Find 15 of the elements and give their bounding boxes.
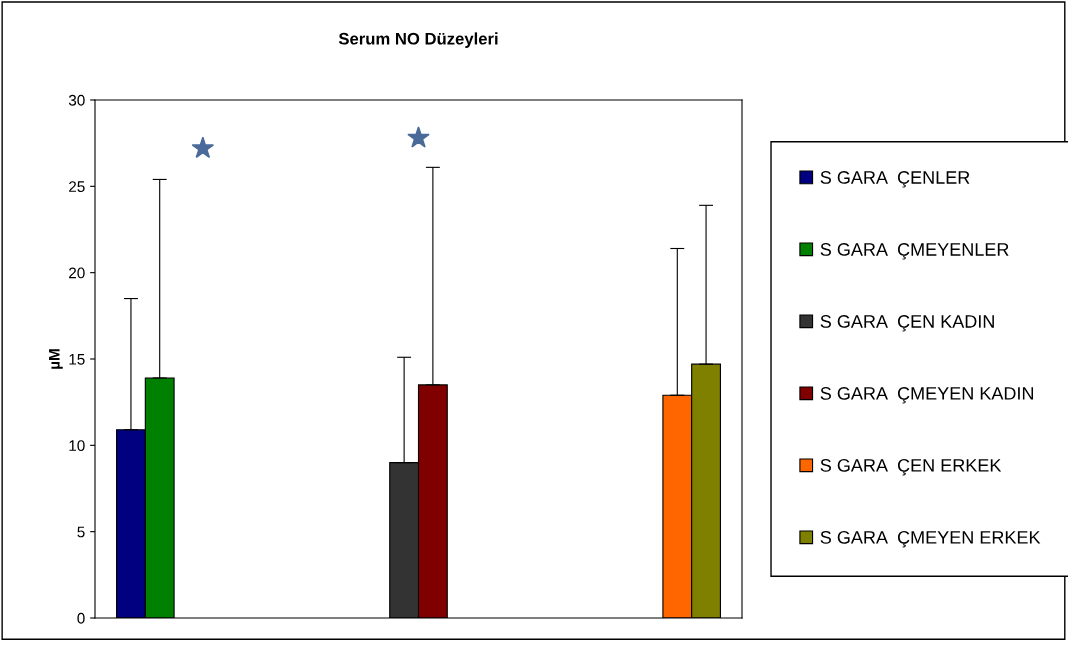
legend-label: S GARA ÇMEYENLER: [820, 243, 1009, 260]
chart-title: Serum NO Düzeyleri: [338, 32, 498, 48]
legend-label: S GARA ÇEN ERKEK: [820, 458, 1002, 476]
legend-label: S GARA ÇENLER: [820, 171, 970, 188]
y-tick-label: 20: [69, 267, 85, 279]
legend-label: S GARA ÇMEYEN ERKEK: [820, 530, 1041, 548]
legend-label: S GARA ÇMEYEN KADIN: [820, 387, 1034, 404]
y-tick-label: 25: [69, 181, 85, 193]
y-tick-label: 15: [69, 354, 85, 365]
y-axis-title: µM: [49, 349, 63, 369]
y-tick-label: 0: [77, 612, 85, 624]
legend-label: S GARA ÇEN KADIN: [820, 315, 994, 332]
y-tick-label: 30: [68, 94, 85, 106]
y-tick-label: 10: [69, 440, 85, 452]
y-tick-label: 5: [77, 526, 85, 538]
